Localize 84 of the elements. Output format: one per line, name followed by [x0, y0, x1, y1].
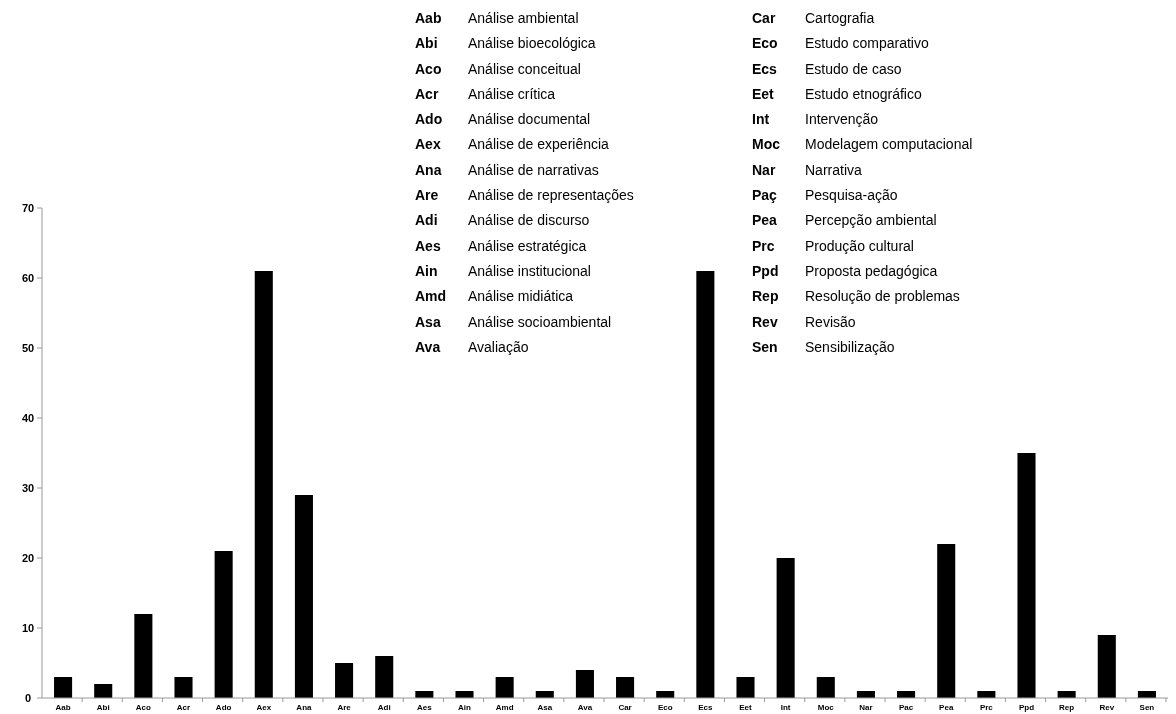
x-tick-label: Pac	[898, 703, 914, 712]
y-tick-label: 70	[21, 201, 35, 214]
bar	[1017, 453, 1036, 698]
text: Ado Análise documental	[415, 111, 591, 128]
y-tick-label: 30	[21, 481, 35, 494]
text: Ana Análise de narrativas	[415, 161, 599, 178]
text: Abi Análise bioecológica	[415, 35, 596, 52]
text: Asa Análise socioambiental	[415, 313, 612, 330]
bar	[616, 677, 635, 698]
text: Int Intervenção	[752, 111, 879, 128]
text: Acr Análise crítica	[415, 85, 556, 102]
bar	[94, 684, 113, 698]
text: Ppd Proposta pedagógica	[752, 262, 938, 279]
bar	[495, 677, 514, 698]
bar	[214, 551, 233, 698]
text: Ain Análise institucional	[415, 262, 591, 279]
text: Aco Análise conceitual	[415, 60, 581, 77]
bar	[937, 544, 956, 698]
x-tick-label: Adi	[377, 703, 391, 712]
x-tick-label: Eco	[657, 703, 673, 712]
x-tick-label: Car	[618, 703, 632, 712]
x-tick-label: Sen	[1139, 703, 1155, 712]
text: Ava Avaliação	[415, 338, 529, 355]
x-tick-label: Prc	[979, 703, 994, 712]
bar	[776, 558, 795, 698]
bar	[294, 495, 313, 698]
x-tick-label: Ecs	[698, 703, 714, 712]
bar	[696, 271, 715, 698]
x-tick-label: Ppd	[1018, 703, 1035, 712]
x-tick-label: Eet	[739, 703, 753, 712]
text: Paç Pesquisa-ação	[752, 187, 898, 203]
bar	[575, 670, 594, 698]
y-tick-label: 40	[21, 411, 35, 424]
text: Prc Produção cultural	[752, 237, 914, 254]
x-tick-label: Rev	[1099, 703, 1115, 712]
text: Aes Análise estratégica	[415, 237, 587, 254]
x-tick-label: Moc	[817, 703, 835, 712]
bar	[375, 656, 394, 698]
x-tick-label: Aex	[256, 703, 272, 712]
x-tick-label: Amd	[495, 703, 514, 712]
bar	[455, 691, 474, 698]
bar	[134, 614, 153, 698]
bar	[1097, 635, 1116, 698]
x-tick-label: Ado	[215, 703, 232, 712]
x-tick-label: Ana	[296, 703, 313, 712]
y-tick-label: 50	[21, 341, 35, 354]
text: Aex Análise de experiência	[415, 136, 609, 153]
text: Eco Estudo comparativo	[752, 35, 929, 52]
x-tick-label: Rep	[1059, 703, 1075, 712]
text: Moc Modelagem computacional	[752, 136, 973, 153]
text: Are Análise de representações	[415, 187, 634, 203]
y-tick-label: 20	[21, 551, 35, 564]
bar	[54, 677, 73, 698]
bar	[816, 677, 835, 698]
text: Aab Análise ambiental	[415, 9, 579, 26]
text: Adi Análise de discurso	[415, 212, 590, 229]
x-tick-label: Aab	[55, 703, 71, 712]
x-tick-label: Abi	[96, 703, 110, 712]
y-tick-label: 60	[21, 271, 35, 284]
text: Pea Percepção ambiental	[752, 212, 937, 229]
text: Ecs Estudo de caso	[752, 60, 902, 77]
x-tick-label: Are	[337, 703, 352, 712]
text: Eet Estudo etnográfico	[752, 85, 922, 102]
text: Amd Análise midiática	[415, 288, 574, 305]
y-tick-label: 10	[21, 621, 35, 634]
text: Sen Sensibilização	[752, 338, 895, 355]
x-tick-label: Int	[780, 703, 791, 712]
x-tick-label: Aco	[135, 703, 152, 712]
x-tick-label: Aes	[417, 703, 433, 712]
y-tick-label: 0	[24, 691, 32, 704]
x-tick-label: Nar	[859, 703, 873, 712]
bar	[736, 677, 755, 698]
bar	[335, 663, 354, 698]
bar	[254, 271, 273, 698]
text: Rep Resolução de problemas	[752, 288, 960, 305]
x-tick-label: Pea	[939, 703, 954, 712]
text: Car Cartografia	[752, 9, 875, 26]
text: Nar Narrativa	[752, 161, 862, 178]
x-tick-label: Ain	[458, 703, 472, 712]
x-tick-label: Acr	[176, 703, 191, 712]
x-tick-label: Asa	[537, 703, 553, 712]
bar	[174, 677, 193, 698]
text: Rev Revisão	[752, 313, 856, 330]
x-tick-label: Ava	[577, 703, 593, 712]
